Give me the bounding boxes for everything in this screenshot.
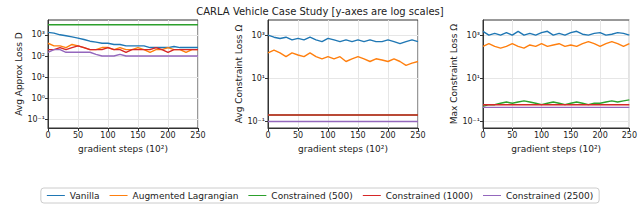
svg-text:Augmented Lagrangian: Augmented Lagrangian (133, 191, 239, 201)
svg-text:10⁰: 10⁰ (32, 94, 45, 103)
svg-text:250: 250 (622, 131, 637, 140)
svg-text:Constrained (2500): Constrained (2500) (506, 191, 593, 201)
svg-text:Avg Approx Loss D: Avg Approx Loss D (14, 32, 24, 116)
svg-text:gradient steps (10²): gradient steps (10²) (78, 144, 168, 154)
svg-text:100: 100 (534, 131, 549, 140)
svg-text:150: 150 (350, 131, 365, 140)
svg-text:10¹: 10¹ (252, 74, 265, 83)
svg-text:50: 50 (507, 131, 517, 140)
svg-text:10³: 10³ (252, 31, 265, 40)
svg-text:Max Constraint Loss Ω: Max Constraint Loss Ω (449, 24, 459, 125)
svg-text:10⁻¹: 10⁻¹ (27, 115, 45, 124)
svg-text:Avg Constraint Loss Ω: Avg Constraint Loss Ω (234, 25, 244, 124)
svg-text:10³: 10³ (32, 30, 45, 39)
svg-text:50: 50 (293, 131, 303, 140)
svg-text:gradient steps (10²): gradient steps (10²) (511, 144, 601, 154)
svg-text:100: 100 (100, 131, 115, 140)
svg-text:0: 0 (265, 131, 270, 140)
svg-text:150: 150 (563, 131, 578, 140)
svg-text:CARLA Vehicle Case Study [y-ax: CARLA Vehicle Case Study [y-axes are log… (196, 6, 444, 17)
svg-text:10⁻¹: 10⁻¹ (247, 117, 265, 126)
svg-text:100: 100 (320, 131, 335, 140)
svg-text:200: 200 (160, 131, 175, 140)
svg-text:Constrained (500): Constrained (500) (271, 191, 352, 201)
svg-text:Constrained (1000): Constrained (1000) (386, 191, 473, 201)
svg-text:0: 0 (480, 131, 485, 140)
svg-text:10⁻¹: 10⁻¹ (462, 117, 480, 126)
svg-text:10¹: 10¹ (467, 74, 480, 83)
svg-text:10¹: 10¹ (32, 73, 45, 82)
svg-text:Vanilla: Vanilla (70, 191, 100, 201)
svg-text:200: 200 (380, 131, 395, 140)
svg-text:gradient steps (10²): gradient steps (10²) (298, 144, 388, 154)
svg-text:250: 250 (190, 131, 205, 140)
svg-text:10²: 10² (32, 52, 45, 61)
svg-text:0: 0 (45, 131, 50, 140)
svg-text:150: 150 (130, 131, 145, 140)
svg-text:10³: 10³ (467, 31, 480, 40)
svg-text:50: 50 (73, 131, 83, 140)
svg-text:200: 200 (592, 131, 607, 140)
svg-text:250: 250 (410, 131, 425, 140)
